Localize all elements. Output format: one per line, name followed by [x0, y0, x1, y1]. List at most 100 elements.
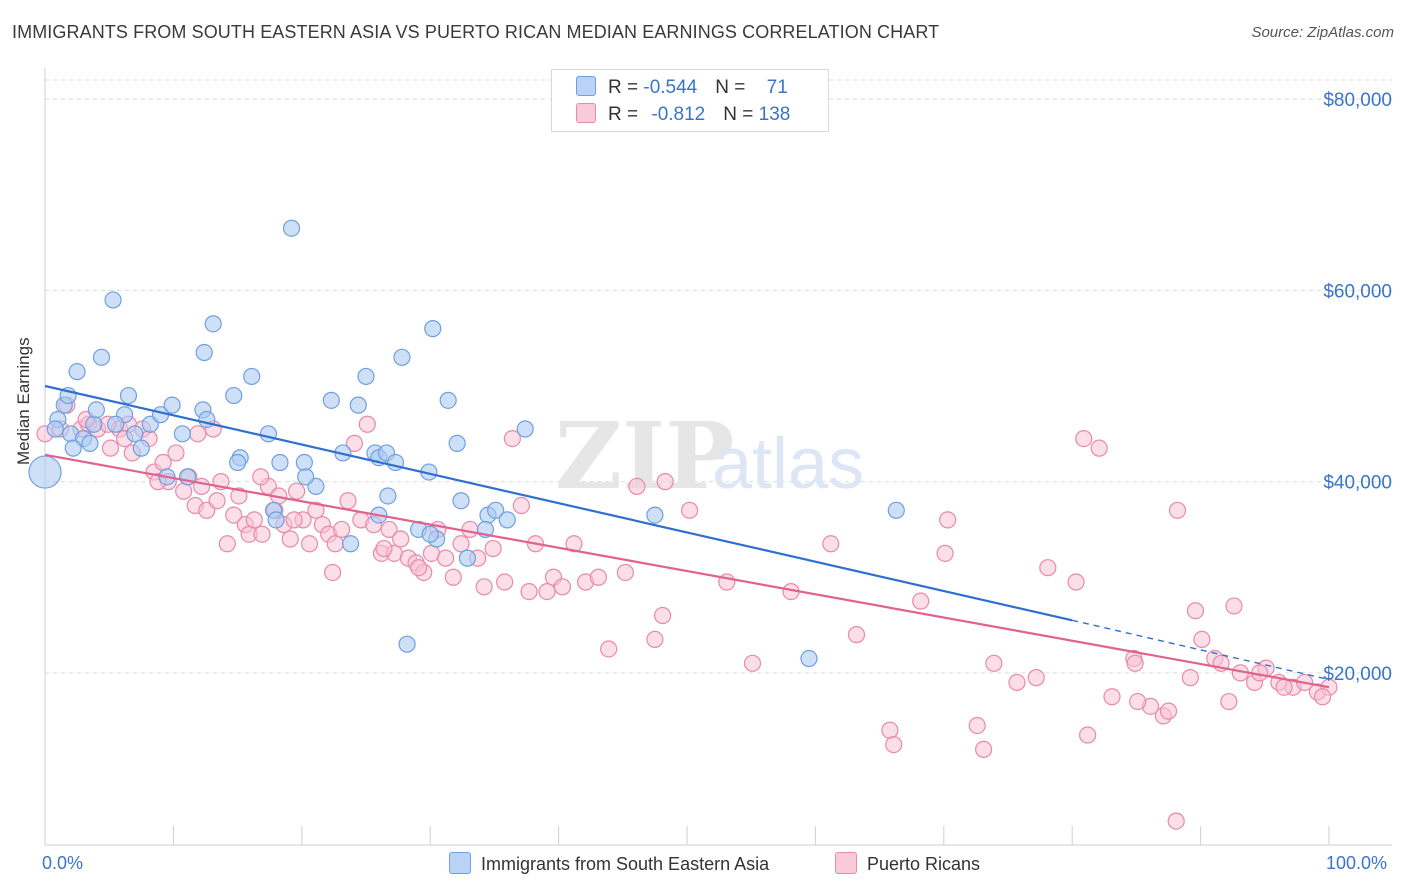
blue-point-4 — [92, 348, 111, 366]
legend-blue-r-value: -0.544 — [643, 77, 698, 98]
blue-point-69 — [81, 434, 99, 452]
pink-point-76 — [646, 630, 664, 649]
pink-point-43 — [345, 434, 364, 452]
pink-point-41 — [333, 520, 351, 539]
pink-point-24 — [230, 487, 248, 505]
legend: R = -0.544 N = 71 R = -0.812 N = 138 — [551, 69, 829, 132]
pink-point-59 — [461, 520, 479, 539]
pink-point-81 — [822, 535, 840, 553]
blue-point-47 — [452, 492, 470, 510]
y-tick-labels: $20,000 $40,000 $60,000 $80,000 — [1323, 90, 1392, 685]
blue-point-65 — [267, 511, 285, 529]
pink-point-104 — [1193, 630, 1211, 649]
pink-point-120 — [1168, 501, 1187, 519]
blue-point-9 — [126, 425, 144, 443]
blue-point-26 — [295, 453, 313, 472]
legend-blue-n-value: 71 — [766, 77, 788, 98]
blue-point-18 — [204, 315, 222, 333]
pink-point-45 — [358, 415, 376, 433]
x-tick-label-min: 0.0% — [42, 853, 84, 873]
blue-point-29 — [322, 391, 340, 409]
legend-blue-n-label: N = — [715, 77, 751, 98]
blue-point-58 — [87, 401, 105, 419]
legend-swatch-blue — [576, 76, 596, 96]
pink-point-117 — [1167, 812, 1185, 830]
pink-point-73 — [600, 640, 618, 658]
pink-point-86 — [936, 544, 954, 562]
blue-point-32 — [349, 396, 367, 414]
legend-pink-n-label: N = — [723, 104, 759, 125]
pink-point-135 — [654, 606, 672, 625]
pink-point-118 — [1129, 692, 1147, 711]
pink-point-57 — [444, 568, 462, 586]
blue-point-67 — [421, 525, 439, 543]
legend-pink-n-value: 138 — [758, 104, 791, 125]
blue-point-5 — [104, 291, 122, 309]
pink-point-14 — [167, 444, 185, 462]
pink-point-121 — [939, 511, 957, 529]
legend-swatch-pink — [576, 103, 596, 123]
pink-point-58 — [452, 535, 470, 553]
blue-point-64 — [229, 453, 247, 472]
blue-point-59 — [107, 415, 125, 433]
watermark-atlas: atlas — [712, 424, 864, 504]
pink-point-36 — [300, 535, 319, 553]
pink-point-93 — [1067, 573, 1085, 591]
pink-point-134 — [520, 582, 538, 601]
pink-point-23 — [225, 506, 243, 524]
pink-point-89 — [985, 654, 1003, 672]
blue-point-55 — [887, 501, 905, 519]
pink-point-37 — [307, 501, 325, 519]
blue-point-24 — [271, 453, 289, 472]
blue-point-62 — [64, 439, 82, 457]
pink-point-103 — [1186, 602, 1205, 620]
pink-point-130 — [285, 511, 303, 529]
blue-point-28 — [297, 468, 315, 486]
watermark-zip: ZIP — [555, 402, 734, 510]
blue-point-68 — [498, 511, 516, 529]
blue-point-53 — [646, 506, 664, 524]
pink-point-108 — [1225, 597, 1243, 615]
blue-point-6 — [85, 415, 103, 433]
blue-point-8 — [119, 386, 138, 405]
pink-point-28 — [253, 525, 271, 543]
pink-point-128 — [208, 492, 226, 510]
watermark: ZIP atlas — [555, 402, 864, 510]
y-tick-label-0: $20,000 — [1323, 664, 1392, 685]
blue-point-46 — [448, 434, 466, 452]
pink-point-87 — [968, 716, 986, 735]
blue-point-44 — [424, 320, 442, 338]
pink-point-15 — [175, 482, 193, 500]
chart-title: IMMIGRANTS FROM SOUTH EASTERN ASIA VS PU… — [12, 22, 940, 42]
blue-point-22 — [259, 425, 278, 443]
y-tick-label-3: $80,000 — [1323, 90, 1392, 111]
y-tick-label-1: $40,000 — [1323, 473, 1392, 494]
blue-point-60 — [132, 439, 150, 457]
blue-trendline — [44, 384, 1073, 622]
pink-point-70 — [565, 535, 583, 553]
pink-point-88 — [975, 740, 993, 758]
blue-point-36 — [379, 487, 397, 505]
legend-pink-r-value: -0.812 — [651, 104, 706, 125]
blue-point-19 — [225, 386, 243, 405]
y-tick-label-2: $60,000 — [1323, 281, 1392, 302]
pink-point-27 — [245, 511, 263, 529]
blue-point-17 — [195, 343, 213, 362]
trendlines — [44, 384, 1330, 689]
pink-point-65 — [512, 496, 530, 515]
pink-point-64 — [503, 429, 521, 448]
pink-point-34 — [288, 482, 306, 500]
blue-point-45 — [439, 391, 457, 409]
blue-point-51 — [487, 501, 505, 519]
pink-point-18 — [193, 477, 211, 496]
blue-point-2 — [68, 363, 86, 381]
bottom-legend-swatch-blue — [449, 852, 471, 874]
pink-point-127 — [189, 425, 207, 443]
pink-point-48 — [380, 520, 398, 539]
pink-point-101 — [1159, 702, 1178, 720]
pink-point-72 — [589, 568, 608, 586]
bottom-legend-pink-label: Puerto Ricans — [867, 854, 981, 874]
legend-pink-r-label: R = — [608, 104, 644, 125]
pink-point-98 — [1126, 654, 1144, 672]
pink-point-67 — [538, 582, 556, 601]
